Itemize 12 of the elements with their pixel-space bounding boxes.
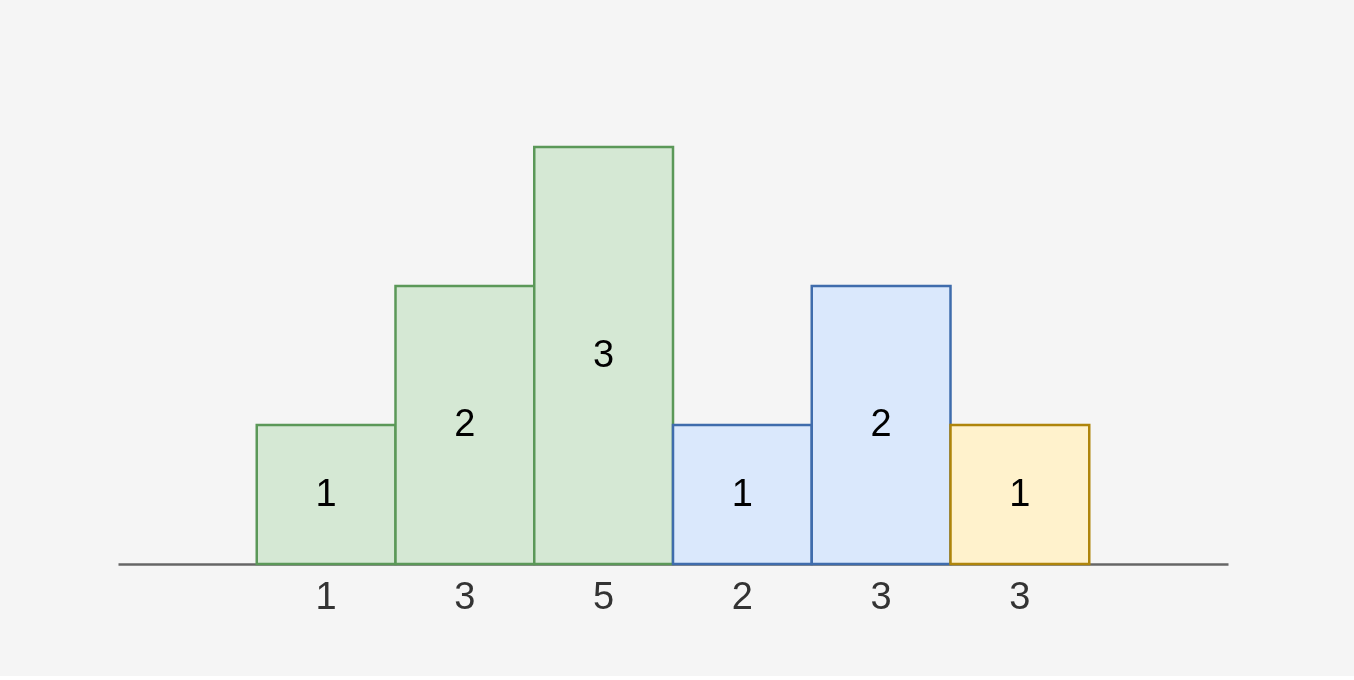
x-tick-label: 3 [870,574,892,617]
data-label: 2 [870,402,892,444]
data-label: 1 [315,471,337,514]
x-tick-label: 3 [1009,574,1031,617]
data-label: 3 [593,332,615,375]
data-label: 2 [454,402,476,444]
data-label: 1 [731,471,753,514]
x-tick-label: 1 [315,574,337,617]
x-tick-label: 5 [593,574,615,617]
data-label: 1 [1009,471,1031,514]
x-tick-label: 3 [454,574,476,617]
x-tick-label: 2 [731,574,753,617]
